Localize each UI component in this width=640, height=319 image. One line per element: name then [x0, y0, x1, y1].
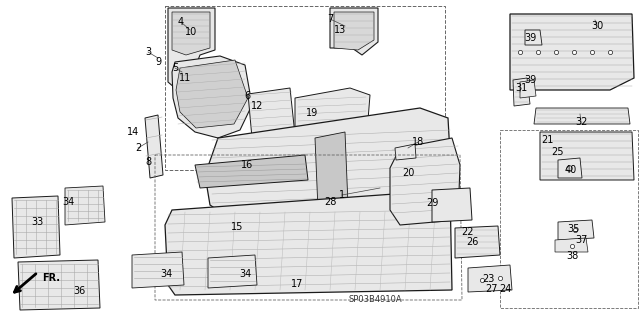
Polygon shape: [172, 56, 252, 138]
Text: 28: 28: [324, 197, 336, 207]
Text: FR.: FR.: [42, 273, 60, 283]
Text: 22: 22: [461, 227, 473, 237]
Polygon shape: [395, 144, 416, 160]
Text: 4: 4: [178, 17, 184, 27]
Polygon shape: [295, 88, 370, 128]
Text: 27: 27: [486, 284, 499, 294]
Text: 40: 40: [565, 165, 577, 175]
Text: 1: 1: [339, 190, 345, 200]
Polygon shape: [145, 115, 163, 178]
Polygon shape: [12, 196, 60, 258]
Text: 2: 2: [135, 143, 141, 153]
Text: 12: 12: [251, 101, 263, 111]
Text: 31: 31: [515, 83, 527, 93]
Text: 36: 36: [73, 286, 85, 296]
Text: 3: 3: [145, 47, 151, 57]
Polygon shape: [555, 238, 588, 252]
Polygon shape: [390, 138, 460, 225]
Text: 38: 38: [566, 251, 578, 261]
Polygon shape: [334, 12, 374, 50]
Polygon shape: [513, 78, 530, 106]
Text: 21: 21: [541, 135, 553, 145]
Polygon shape: [165, 190, 452, 295]
Text: 39: 39: [524, 33, 536, 43]
Text: 18: 18: [412, 137, 424, 147]
Text: 34: 34: [239, 269, 251, 279]
Polygon shape: [168, 8, 215, 88]
Polygon shape: [540, 132, 634, 180]
Text: 15: 15: [231, 222, 243, 232]
Text: 9: 9: [155, 57, 161, 67]
Text: 17: 17: [291, 279, 303, 289]
Text: 16: 16: [241, 160, 253, 170]
Text: 19: 19: [306, 108, 318, 118]
Polygon shape: [248, 88, 295, 138]
Text: SP03B4910A: SP03B4910A: [348, 295, 402, 305]
Polygon shape: [432, 188, 472, 222]
Text: 26: 26: [466, 237, 478, 247]
Polygon shape: [468, 265, 512, 292]
Text: 35: 35: [568, 224, 580, 234]
Text: 25: 25: [551, 147, 563, 157]
Text: 24: 24: [499, 284, 511, 294]
Polygon shape: [65, 186, 105, 225]
Polygon shape: [172, 12, 210, 55]
Text: 14: 14: [127, 127, 139, 137]
Text: 30: 30: [591, 21, 603, 31]
Text: 33: 33: [31, 217, 43, 227]
Text: 34: 34: [62, 197, 74, 207]
Polygon shape: [176, 60, 248, 128]
Text: 13: 13: [334, 25, 346, 35]
Polygon shape: [208, 255, 257, 288]
Polygon shape: [534, 108, 630, 124]
Text: 7: 7: [327, 14, 333, 24]
Text: 39: 39: [524, 75, 536, 85]
Text: 32: 32: [575, 117, 587, 127]
Text: 29: 29: [426, 198, 438, 208]
Text: 20: 20: [402, 168, 414, 178]
Polygon shape: [315, 132, 348, 210]
Text: 23: 23: [482, 274, 494, 284]
Polygon shape: [510, 14, 634, 90]
Polygon shape: [455, 226, 500, 258]
Polygon shape: [18, 260, 100, 310]
Text: 10: 10: [185, 27, 197, 37]
Polygon shape: [520, 80, 536, 98]
Polygon shape: [525, 30, 542, 45]
Polygon shape: [558, 158, 582, 178]
Text: 8: 8: [145, 157, 151, 167]
Polygon shape: [558, 220, 594, 240]
Text: 5: 5: [172, 63, 178, 73]
Polygon shape: [205, 108, 452, 215]
Text: 34: 34: [160, 269, 172, 279]
Polygon shape: [195, 155, 308, 188]
Text: 11: 11: [179, 73, 191, 83]
Text: 6: 6: [244, 91, 250, 101]
Text: 37: 37: [576, 235, 588, 245]
Polygon shape: [330, 8, 378, 55]
Polygon shape: [132, 252, 184, 288]
